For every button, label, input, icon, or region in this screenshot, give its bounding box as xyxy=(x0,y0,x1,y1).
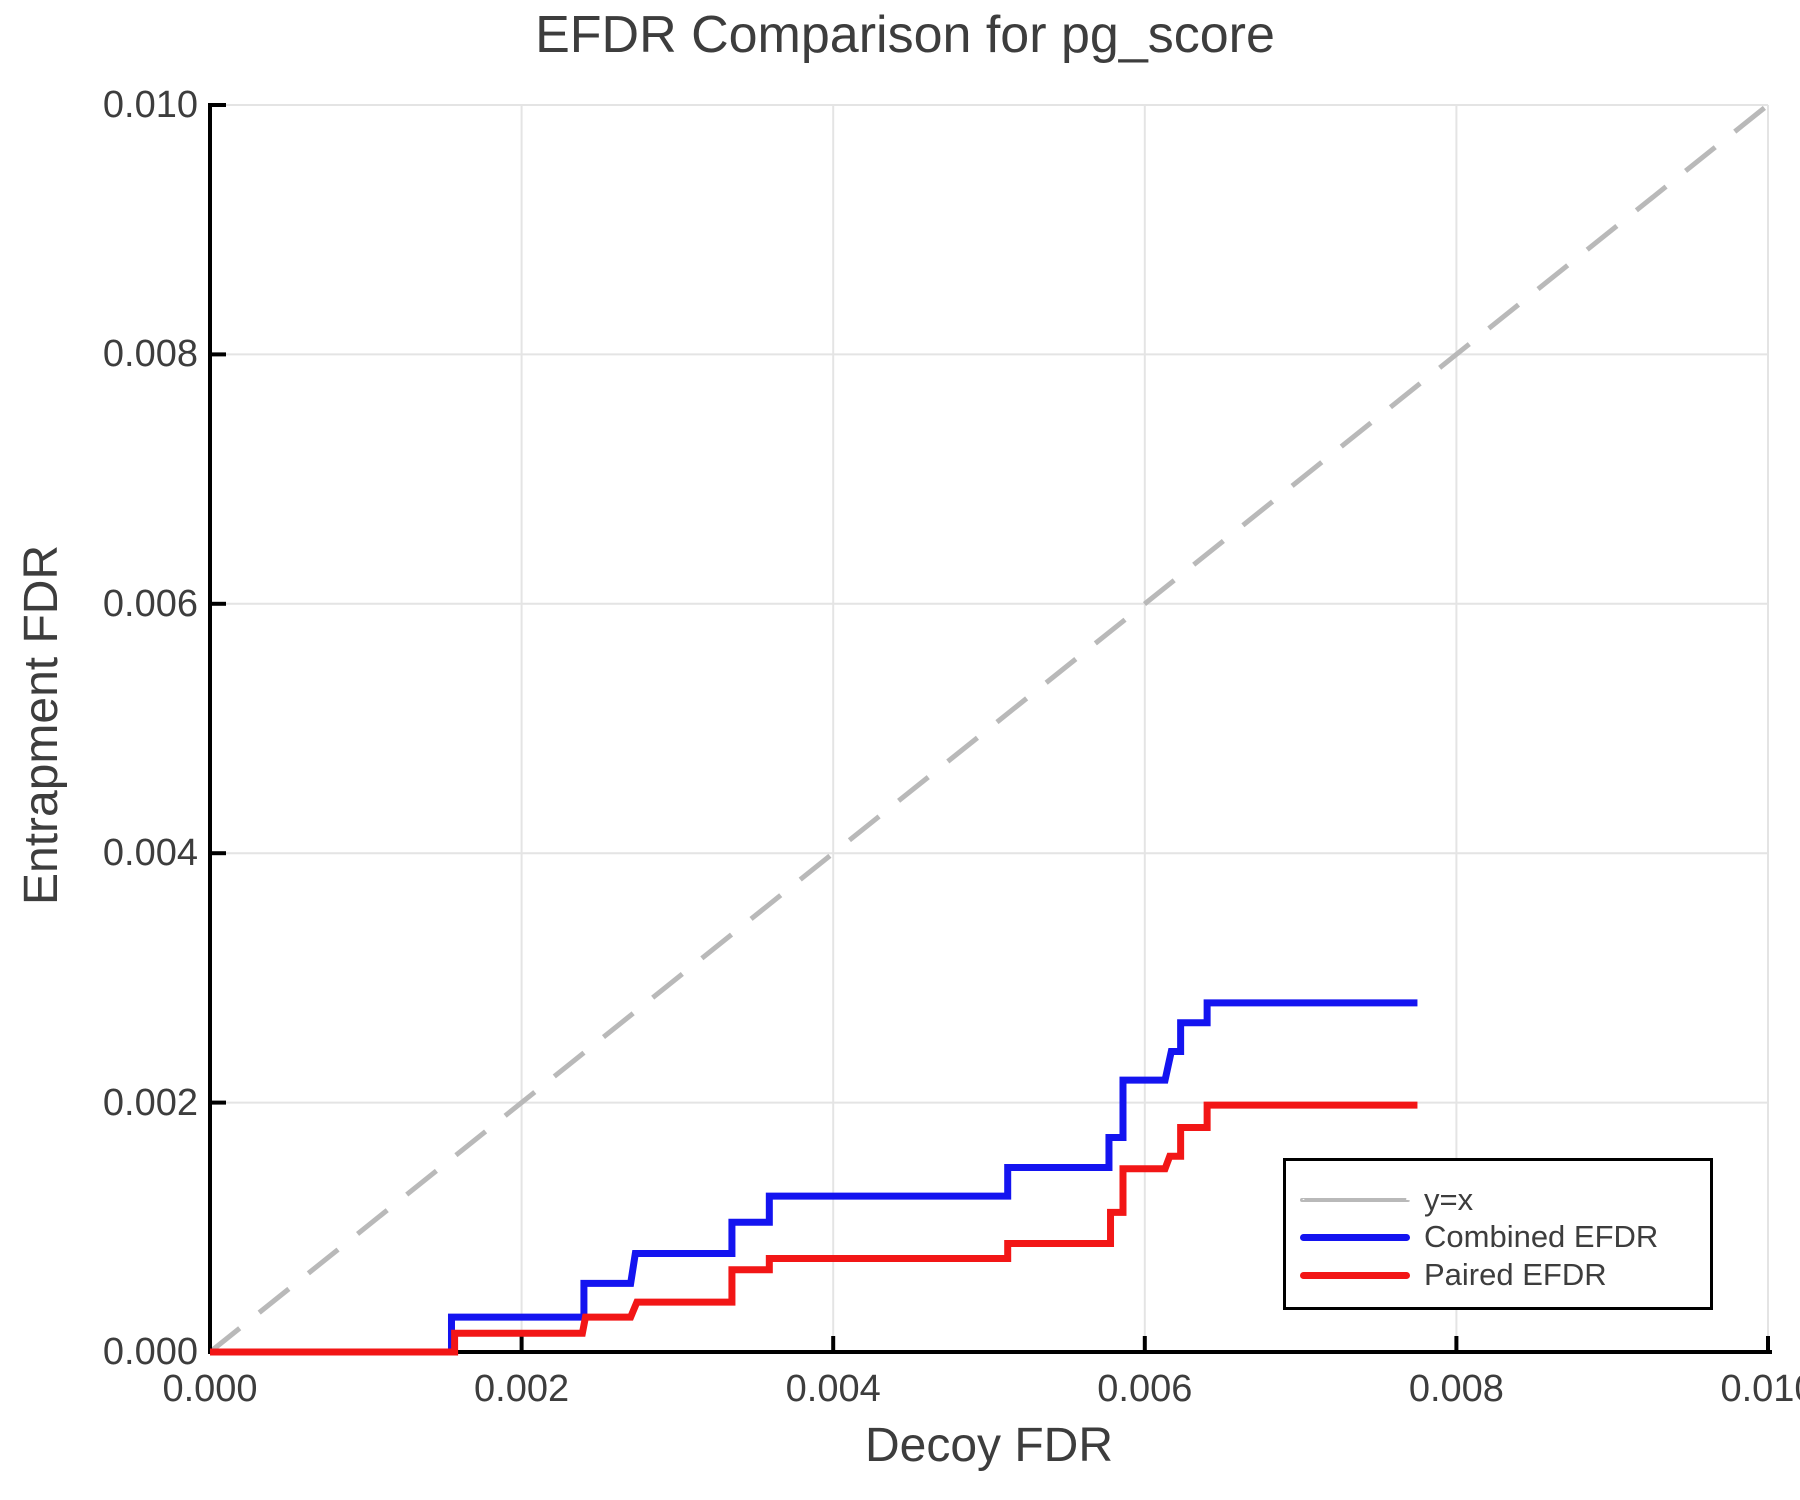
reference-line-y-equals-x xyxy=(208,103,1770,1354)
red-line-sample-icon xyxy=(1300,1271,1410,1279)
legend-label-paired: Paired EFDR xyxy=(1424,1257,1607,1292)
combined-efdr-line xyxy=(210,999,1418,1356)
x-tick-label: 0.006 xyxy=(1097,1368,1193,1410)
y-tick-label: 0.000 xyxy=(102,1331,198,1373)
y-tick-label: 0.002 xyxy=(102,1081,198,1124)
legend: y=x Combined EFDR Paired EFDR xyxy=(1283,1158,1713,1310)
x-tick-label: 0.000 xyxy=(162,1368,258,1410)
blue-line-sample-icon xyxy=(1300,1233,1410,1241)
legend-label-combined: Combined EFDR xyxy=(1424,1219,1659,1254)
y-tick-label: 0.010 xyxy=(102,84,198,126)
x-tick-label: 0.010 xyxy=(1720,1368,1800,1410)
y-tick-label: 0.006 xyxy=(102,582,198,625)
y-tick-label: 0.008 xyxy=(102,333,198,376)
y-tick-label: 0.004 xyxy=(102,832,198,875)
chart-title: EFDR Comparison for pg_score xyxy=(535,6,1275,64)
dashed-line-sample-icon xyxy=(1300,1198,1410,1202)
x-tick-label: 0.004 xyxy=(785,1368,881,1410)
legend-entry-combined: Combined EFDR xyxy=(1300,1218,1658,1256)
paired-efdr-line xyxy=(210,1101,1418,1356)
legend-entry-yx: y=x xyxy=(1300,1181,1473,1219)
legend-label-yx: y=x xyxy=(1424,1182,1474,1217)
x-axis-label: Decoy FDR xyxy=(864,1419,1114,1472)
x-tick-label: 0.002 xyxy=(474,1368,570,1410)
legend-entry-paired: Paired EFDR xyxy=(1300,1256,1607,1294)
x-tick-label: 0.008 xyxy=(1408,1368,1504,1410)
